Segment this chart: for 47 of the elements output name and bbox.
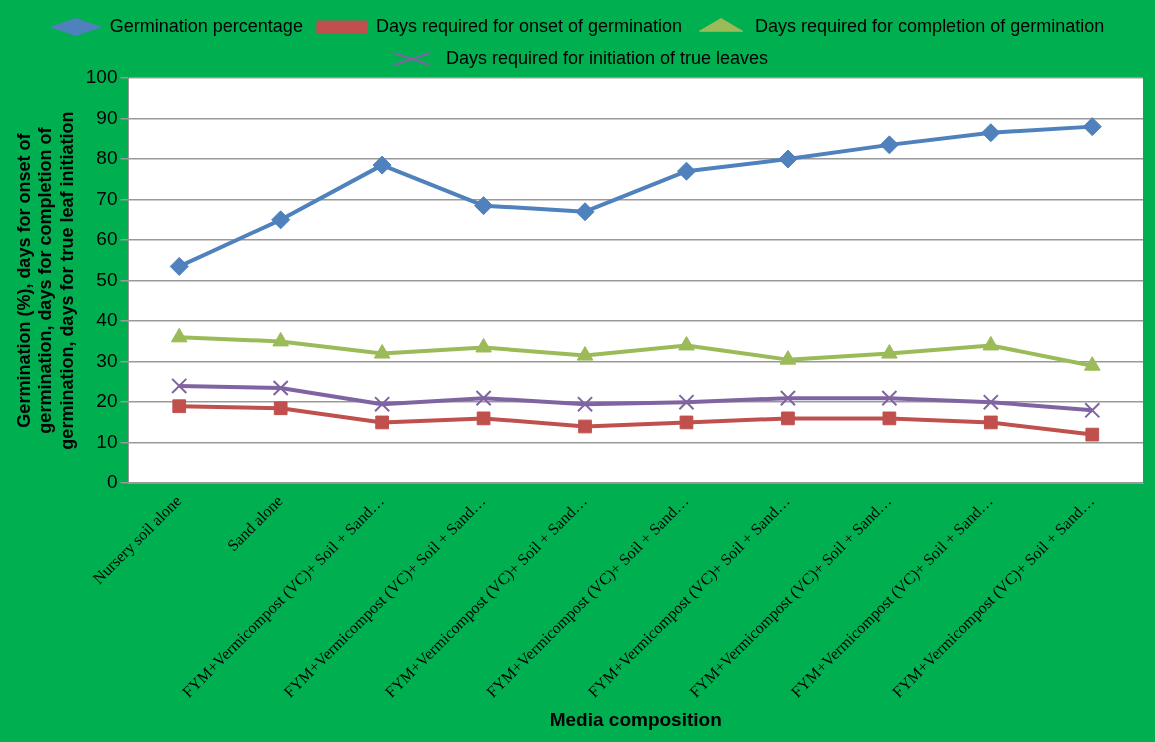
point xyxy=(983,415,998,430)
y-tick-label: 70 xyxy=(96,187,118,209)
point xyxy=(372,155,392,175)
y-tick-label: 30 xyxy=(96,349,118,371)
legend-label: Days required for initiation of true leaves xyxy=(445,47,769,68)
point xyxy=(879,135,899,155)
point xyxy=(1085,427,1100,442)
point xyxy=(172,399,187,414)
point xyxy=(679,415,694,430)
point xyxy=(781,411,795,426)
x-axis-title: Media composition xyxy=(549,708,722,730)
point xyxy=(474,196,494,216)
point xyxy=(678,394,695,411)
y-tick-label: 10 xyxy=(96,430,118,452)
point xyxy=(982,394,999,411)
point xyxy=(374,396,391,413)
y-axis-title: Germination (%), days for onset of germination, days for completion of germination, days for true leaf initiation xyxy=(13,111,77,450)
point xyxy=(881,390,898,407)
point xyxy=(1082,117,1102,137)
y-tick-label: 60 xyxy=(96,228,118,250)
y-tick-label: 0 xyxy=(106,471,118,493)
point xyxy=(778,149,798,169)
point xyxy=(476,411,491,426)
y-tick-label: 50 xyxy=(96,268,118,290)
point xyxy=(882,411,897,426)
point xyxy=(575,202,595,222)
point xyxy=(375,415,389,430)
point xyxy=(171,377,188,395)
y-tick-label: 80 xyxy=(96,147,118,169)
point xyxy=(676,161,696,181)
y-tick-label: 20 xyxy=(96,390,118,412)
point xyxy=(576,396,594,413)
y-tick-label: 100 xyxy=(85,66,118,88)
point xyxy=(981,123,1001,143)
point xyxy=(273,401,288,416)
y-tick-label: 40 xyxy=(96,309,118,331)
legend-label: Germination percentage xyxy=(109,15,303,36)
point xyxy=(271,210,291,230)
legend-label: Days required for completion of germination xyxy=(755,15,1105,36)
y-tick-label: 90 xyxy=(96,106,118,128)
point xyxy=(578,419,592,434)
point xyxy=(475,390,492,407)
point xyxy=(272,379,289,397)
point xyxy=(779,390,796,407)
legend-label: Days required for onset of germination xyxy=(375,15,683,36)
point xyxy=(1084,402,1101,419)
point xyxy=(169,256,189,276)
